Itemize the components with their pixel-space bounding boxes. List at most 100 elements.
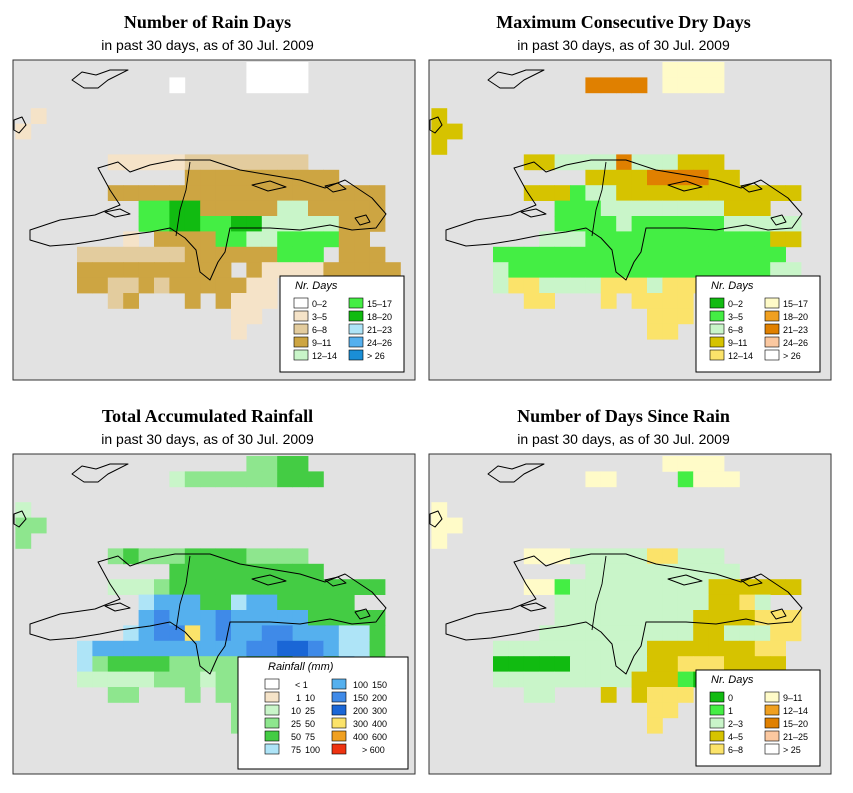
legend-label: 6–8 — [312, 325, 327, 335]
map-cell — [754, 579, 771, 595]
map-cell — [708, 456, 725, 472]
map-cell — [724, 563, 740, 580]
map-cell — [107, 671, 124, 688]
map-cell — [261, 640, 278, 657]
map-cell — [277, 216, 293, 232]
map-cell — [107, 262, 124, 278]
map-cell — [585, 262, 602, 278]
map-cell — [292, 246, 309, 263]
legend-swatch — [709, 323, 725, 335]
map-cell — [169, 277, 186, 294]
coastline — [487, 69, 545, 89]
map-cell — [323, 262, 340, 278]
map-cell — [138, 656, 155, 672]
map-cell — [600, 277, 617, 294]
map-frame — [428, 453, 832, 775]
legend-title: Nr. Days — [711, 280, 754, 292]
map-cell — [292, 169, 309, 186]
map-cell — [123, 687, 139, 703]
map-cell — [708, 216, 725, 232]
map-cell — [631, 610, 648, 626]
map-cell — [431, 502, 448, 518]
panel-max-dry-days: Maximum Consecutive Dry Days in past 30 … — [416, 0, 832, 392]
map-cell — [600, 471, 617, 488]
map-cell — [308, 246, 324, 263]
map-cell — [677, 277, 694, 294]
map-cell — [231, 471, 247, 488]
map-cell — [277, 610, 293, 626]
map-cell — [369, 579, 386, 595]
map-cell — [508, 277, 525, 294]
map-cell — [200, 625, 216, 642]
map-cell — [246, 77, 263, 94]
map-cell — [292, 456, 309, 472]
legend-swatch — [709, 730, 725, 742]
map-cell — [30, 108, 47, 124]
map-cell — [631, 293, 648, 309]
map-cell — [677, 62, 694, 78]
map-cell — [616, 262, 632, 278]
map-cell — [739, 610, 756, 626]
legend-label: 21–25 — [783, 732, 808, 742]
map-cell — [277, 77, 293, 94]
map-cell — [231, 610, 247, 626]
legend-swatch — [264, 717, 280, 729]
legend-swatch — [348, 349, 364, 361]
legend-swatch — [709, 310, 725, 322]
map-cell — [585, 154, 602, 171]
border-line — [591, 161, 607, 237]
legend-swatch — [709, 349, 725, 361]
map-cell — [539, 293, 555, 309]
map-cell — [724, 656, 740, 672]
map-cell — [123, 185, 139, 201]
map-cell — [369, 185, 386, 201]
map-cell — [631, 625, 648, 642]
map-cell — [662, 323, 679, 340]
map-cell — [677, 625, 694, 642]
coastline — [667, 180, 703, 192]
map-cell — [246, 456, 263, 472]
map-cell — [647, 169, 663, 186]
legend-label: 18–20 — [367, 312, 392, 322]
map-cell — [724, 579, 740, 595]
panel-days-since-rain: Number of Days Since Rain in past 30 day… — [416, 394, 832, 786]
legend-swatch — [764, 349, 780, 361]
map-cell — [292, 62, 309, 78]
coastline — [29, 159, 387, 281]
map-cell — [554, 262, 571, 278]
map-cell — [292, 610, 309, 626]
map-cell — [215, 656, 232, 672]
map-cell — [261, 62, 278, 78]
map-cell — [246, 579, 263, 595]
map-cell — [277, 625, 293, 642]
map-cell — [338, 579, 355, 595]
map-cell — [677, 610, 694, 626]
map-cell — [215, 594, 232, 611]
map-cell — [600, 200, 617, 217]
map-cell — [739, 200, 756, 217]
legend-swatch — [264, 704, 280, 716]
map-cell — [169, 262, 186, 278]
map-cell — [200, 640, 216, 657]
map-cell — [570, 246, 586, 263]
map-cell — [647, 293, 663, 309]
map-cell — [292, 216, 309, 232]
legend-swatch — [293, 297, 309, 309]
map-cell — [631, 656, 648, 672]
map-cell — [184, 594, 201, 611]
map-cell — [354, 640, 370, 657]
map-cell — [739, 594, 756, 611]
map-cell — [338, 185, 355, 201]
map-cell — [600, 610, 617, 626]
map-cell — [231, 563, 247, 580]
map-cell — [585, 671, 602, 688]
map-cell — [631, 579, 648, 595]
map-cell — [77, 640, 93, 657]
map-cell — [246, 185, 263, 201]
map-cell — [369, 625, 386, 642]
legend-swatch — [331, 691, 347, 703]
panel-subtitle: in past 30 days, as of 30 Jul. 2009 — [517, 37, 730, 53]
max-dry-days-map: Nr. Days 0–2 3–5 6–8 9–11 12–14 15–17 18–20 21–2… — [428, 59, 832, 381]
map-cell — [369, 640, 386, 657]
map-cell — [754, 625, 771, 642]
